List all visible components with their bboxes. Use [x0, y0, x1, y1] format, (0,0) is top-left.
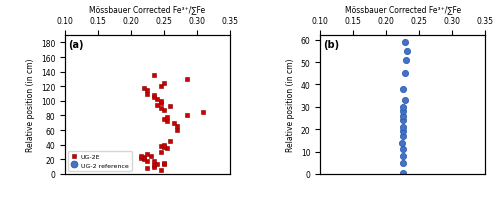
UG-2E	[144, 160, 150, 162]
Y-axis label: Relative position (in cm): Relative position (in cm)	[286, 58, 296, 152]
UG-2E	[154, 104, 160, 106]
UG-2E	[144, 167, 150, 169]
UG-2E	[138, 157, 144, 159]
UG-2E	[161, 163, 167, 165]
UG-2E	[141, 156, 147, 158]
UG-2E	[151, 164, 157, 166]
UG-2E	[144, 89, 150, 92]
UG-2E	[158, 151, 164, 153]
UG-2E	[161, 82, 167, 84]
Text: (b): (b)	[324, 39, 340, 49]
UG-2E	[164, 116, 170, 119]
Text: (a): (a)	[68, 40, 84, 50]
UG-2E	[184, 115, 190, 117]
UG-2E	[148, 155, 154, 157]
UG-2E	[158, 169, 164, 172]
UG-2E	[161, 162, 167, 164]
UG-2E	[158, 100, 164, 103]
UG-2E	[144, 153, 150, 156]
UG-2E	[158, 86, 164, 88]
UG-2E	[164, 121, 170, 123]
UG-2E	[161, 109, 167, 111]
UG-2E	[161, 144, 167, 146]
X-axis label: Mössbauer Corrected Fe³⁺/∑Fe: Mössbauer Corrected Fe³⁺/∑Fe	[90, 5, 206, 14]
UG-2E	[154, 98, 160, 100]
X-axis label: Mössbauer Corrected Fe³⁺/∑Fe: Mössbauer Corrected Fe³⁺/∑Fe	[344, 5, 461, 14]
UG-2E	[154, 163, 160, 166]
UG-2E	[184, 78, 190, 81]
UG-2E	[141, 158, 147, 161]
UG-2E	[151, 166, 157, 168]
UG-2E	[168, 105, 173, 108]
UG-2E	[138, 155, 144, 158]
UG-2E	[151, 94, 157, 97]
Line: UG-2E: UG-2E	[138, 74, 206, 173]
UG-2E	[141, 87, 147, 89]
UG-2E	[164, 147, 170, 150]
UG-2E	[151, 75, 157, 77]
UG-2E	[158, 107, 164, 110]
UG-2E	[144, 93, 150, 95]
UG-2E	[151, 160, 157, 163]
UG-2E	[168, 140, 173, 143]
UG-2E	[174, 129, 180, 132]
Y-axis label: Relative position (in cm): Relative position (in cm)	[26, 58, 35, 152]
UG-2E	[151, 97, 157, 99]
UG-2E	[170, 122, 176, 124]
UG-2E	[161, 118, 167, 121]
UG-2E	[158, 102, 164, 105]
UG-2E	[161, 146, 167, 148]
UG-2E	[174, 126, 180, 128]
Legend: UG-2E, UG-2 reference: UG-2E, UG-2 reference	[68, 151, 132, 171]
UG-2E	[200, 111, 206, 113]
UG-2E	[158, 145, 164, 148]
